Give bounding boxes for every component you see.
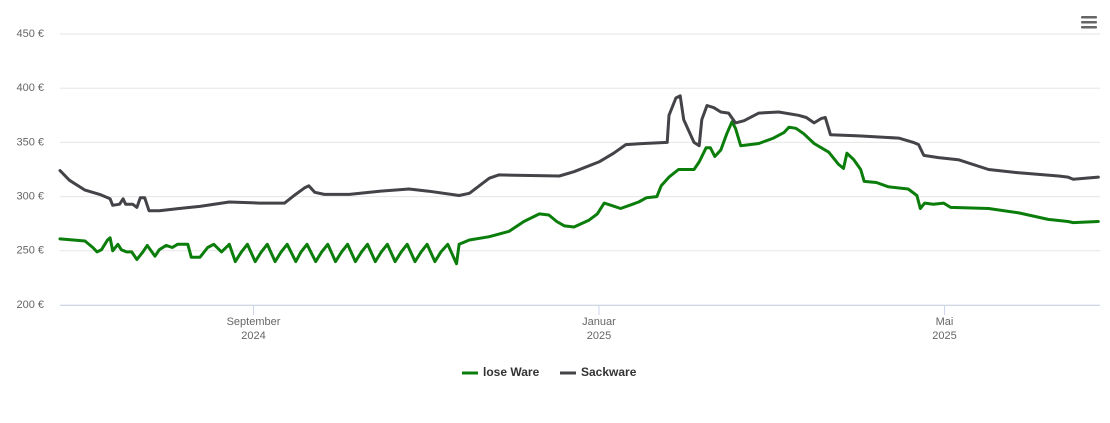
legend-item[interactable]: Sackware xyxy=(560,365,637,379)
x-tick-label: Januar 2025 xyxy=(582,316,616,342)
x-tick-label: Mai 2025 xyxy=(932,316,956,342)
x-tick-label: September 2024 xyxy=(227,316,281,342)
y-tick-label: 250 € xyxy=(16,245,44,257)
y-tick-label: 200 € xyxy=(16,299,44,311)
menu-bar xyxy=(1081,21,1097,24)
menu-bar xyxy=(1081,16,1097,19)
menu-bar xyxy=(1081,26,1097,29)
y-tick-label: 350 € xyxy=(16,136,44,148)
y-tick-label: 450 € xyxy=(16,28,44,40)
legend-label: Sackware xyxy=(581,365,637,379)
y-tick-label: 400 € xyxy=(16,82,44,94)
series-line xyxy=(58,120,1100,266)
legend-label: lose Ware xyxy=(483,365,540,379)
series-line xyxy=(58,94,1100,213)
y-tick-label: 300 € xyxy=(16,191,44,203)
menu-button[interactable] xyxy=(1080,14,1098,30)
legend-item[interactable]: lose Ware xyxy=(462,365,540,379)
